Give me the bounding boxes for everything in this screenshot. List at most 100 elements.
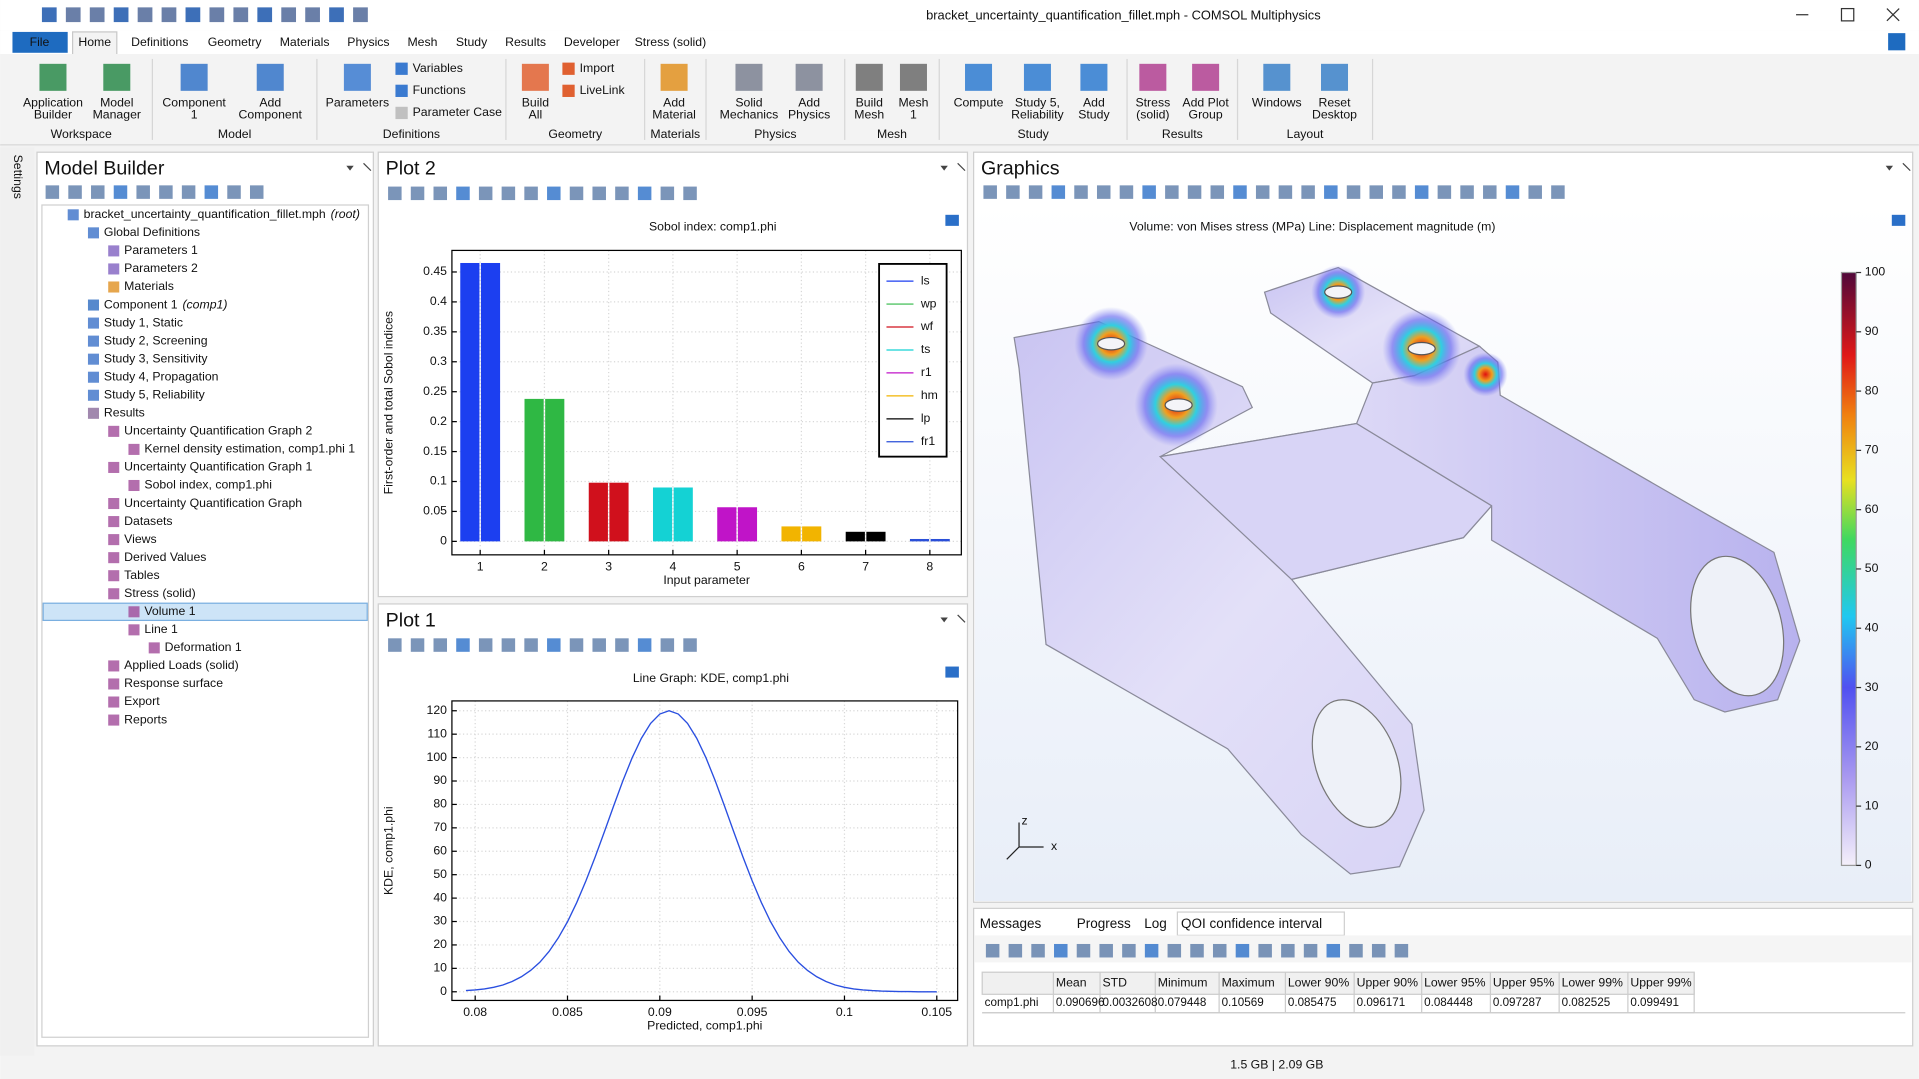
help-button[interactable] [1888, 33, 1906, 51]
ribbon-button[interactable]: Build [856, 95, 883, 109]
y-tick-label: 0 [440, 534, 447, 548]
tree-item[interactable]: Derived Values [124, 550, 206, 564]
menu-tab[interactable]: Developer [564, 35, 620, 49]
ribbon-button[interactable]: Add [1083, 95, 1105, 109]
ribbon-button[interactable]: Mesh [898, 95, 928, 109]
tree-item[interactable]: Component 1 [104, 297, 178, 311]
tree-item[interactable]: Views [124, 532, 157, 546]
messages-tab[interactable]: Progress [1077, 916, 1131, 931]
tree-item[interactable]: Study 2, Screening [104, 333, 208, 347]
toolbar-icon [569, 638, 584, 652]
ribbon-small-icon [395, 62, 408, 75]
ribbon-button[interactable]: Windows [1252, 95, 1302, 109]
ribbon-button[interactable]: Reset [1318, 95, 1351, 109]
tree-item[interactable]: Line 1 [144, 622, 178, 636]
tree-item[interactable]: Reports [124, 712, 167, 726]
messages-tab[interactable]: Messages [980, 916, 1042, 931]
menu-tab[interactable]: Mesh [407, 35, 437, 49]
tree-item[interactable]: Volume 1 [144, 604, 195, 618]
ribbon-button[interactable]: Study 5, [1015, 95, 1060, 109]
settings-tab[interactable]: Settings [11, 155, 25, 199]
tree-item[interactable]: Sobol index, comp1.phi [144, 478, 272, 492]
tree-item[interactable]: Kernel density estimation, comp1.phi 1 [144, 442, 355, 456]
menu-tab[interactable]: Physics [347, 35, 389, 49]
toolbar-icon [547, 638, 561, 652]
ribbon-small-button[interactable]: Parameter Case [413, 105, 502, 119]
maximize-button[interactable] [1840, 7, 1855, 22]
menu-tab[interactable]: Results [505, 35, 546, 49]
tree-item[interactable]: Tables [124, 568, 159, 582]
menu-tab[interactable]: Study [456, 35, 488, 49]
ribbon-button[interactable]: Reliability [1011, 108, 1064, 122]
ribbon-button[interactable]: Component [239, 108, 303, 122]
tree-item[interactable]: Global Definitions [104, 225, 200, 239]
ribbon-button[interactable]: Desktop [1312, 108, 1357, 122]
quick-access-icon [329, 7, 344, 23]
menu-tab[interactable]: Stress (solid) [635, 35, 707, 49]
tree-item[interactable]: Results [104, 406, 145, 420]
ribbon-button[interactable]: Stress [1135, 95, 1170, 109]
menu-tab[interactable]: Materials [280, 35, 330, 49]
ribbon-button[interactable]: Add [798, 95, 820, 109]
ribbon-button[interactable]: Study [1078, 108, 1110, 122]
ribbon-button[interactable]: Component [162, 95, 226, 109]
tree-item[interactable]: Uncertainty Quantification Graph 1 [124, 460, 312, 474]
tree-item[interactable]: Datasets [124, 514, 172, 528]
messages-tab[interactable]: QOI confidence interval [1181, 916, 1322, 931]
toolbar-icon [501, 638, 516, 652]
ribbon-button[interactable]: (solid) [1136, 108, 1169, 122]
ribbon-button[interactable]: Group [1189, 108, 1223, 122]
close-button[interactable] [1886, 8, 1900, 22]
tree-item[interactable]: Uncertainty Quantification Graph 2 [124, 424, 312, 438]
tree-item[interactable]: Deformation 1 [165, 640, 242, 654]
tree-item[interactable]: Materials [124, 279, 174, 293]
ribbon-button[interactable]: Manager [93, 108, 141, 122]
menu-tab[interactable]: File [30, 35, 50, 49]
toolbar-icon [983, 185, 997, 199]
ribbon-small-button[interactable]: Variables [413, 61, 463, 75]
tree-item[interactable]: Applied Loads (solid) [124, 658, 239, 672]
ribbon-small-button[interactable]: LiveLink [580, 83, 626, 97]
ribbon-button[interactable]: Model [100, 95, 133, 109]
file-button[interactable] [12, 31, 68, 53]
tree-item[interactable]: Uncertainty Quantification Graph [124, 496, 302, 510]
tree-item[interactable]: Stress (solid) [124, 586, 196, 600]
ribbon-button[interactable]: Add Plot [1182, 95, 1229, 109]
ribbon-small-button[interactable]: Functions [413, 83, 466, 97]
ribbon-button[interactable]: Application [23, 95, 83, 109]
ribbon-button[interactable]: Mechanics [720, 108, 779, 122]
tree-item[interactable]: Parameters 1 [124, 243, 198, 257]
tree-item[interactable]: Parameters 2 [124, 261, 198, 275]
ribbon-button[interactable]: Parameters [326, 95, 389, 109]
ribbon-button[interactable]: All [529, 108, 543, 122]
tree-icon [87, 353, 100, 365]
tree-item[interactable]: Study 3, Sensitivity [104, 351, 208, 365]
ribbon-button[interactable]: Add [663, 95, 685, 109]
tree-item[interactable]: Study 5, Reliability [104, 387, 206, 401]
ribbon-button[interactable]: 1 [910, 108, 917, 122]
ribbon-button[interactable]: Add [259, 95, 281, 109]
tree-item[interactable]: Export [124, 694, 160, 708]
tree-item[interactable]: Study 1, Static [104, 315, 183, 329]
x-tick-label: 0.08 [463, 1005, 487, 1019]
ribbon-button[interactable]: 1 [191, 108, 198, 122]
messages-tab[interactable]: Log [1144, 916, 1167, 931]
tree-icon [108, 552, 120, 564]
ribbon-button[interactable]: Physics [788, 108, 830, 122]
ribbon-button[interactable]: Material [652, 108, 696, 122]
ribbon-button[interactable]: Build [522, 95, 549, 109]
ribbon-button[interactable]: Mesh [854, 108, 884, 122]
tree-item[interactable]: bracket_uncertainty_quantification_fille… [84, 207, 326, 221]
ribbon-button[interactable]: Compute [954, 95, 1004, 109]
tree-item[interactable]: Study 4, Propagation [104, 369, 219, 383]
toolbar-icon [1006, 185, 1020, 199]
tree-item[interactable]: Response surface [124, 676, 223, 690]
toolbar-icon [1324, 185, 1338, 199]
ribbon-small-button[interactable]: Import [580, 61, 615, 75]
menu-tab[interactable]: Geometry [208, 35, 263, 49]
menu-tab[interactable]: Home [78, 35, 111, 49]
colorbar-label: 70 [1865, 443, 1879, 457]
ribbon-button[interactable]: Solid [735, 95, 762, 109]
ribbon-button[interactable]: Builder [34, 108, 72, 122]
menu-tab[interactable]: Definitions [131, 35, 188, 49]
